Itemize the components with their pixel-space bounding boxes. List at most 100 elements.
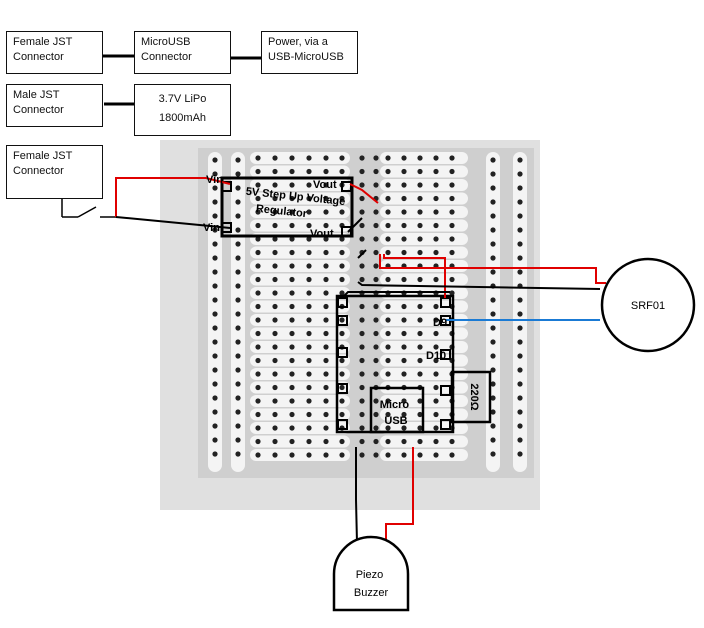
rail-hole — [212, 227, 218, 233]
strip-left — [250, 273, 350, 286]
pin-d10-label: D10 — [426, 350, 446, 362]
strip-hole — [449, 182, 455, 188]
strip-hole — [289, 371, 295, 377]
strip-hole — [433, 411, 439, 418]
female-jst-connector-box: Female JST Connector — [6, 31, 103, 74]
strip-hole — [385, 155, 391, 161]
strip-hole — [255, 195, 261, 202]
female-jst-switch-box: Female JST Connector — [6, 145, 103, 199]
center-hole — [373, 222, 379, 229]
strip-hole — [306, 384, 312, 391]
rail-hole — [235, 171, 241, 177]
rail-hole — [235, 409, 241, 415]
strip-hole — [323, 263, 329, 269]
center-hole — [359, 398, 365, 404]
strip-hole — [272, 357, 278, 364]
rail-hole — [517, 269, 523, 275]
wire-vin-positive — [115, 177, 231, 217]
strip-hole — [255, 438, 261, 445]
rail-hole — [235, 283, 241, 289]
rail-hole — [517, 367, 523, 373]
strip-hole — [385, 182, 391, 188]
rail-hole — [235, 381, 241, 387]
wire-sensor-ground — [357, 281, 601, 290]
strip-hole — [449, 438, 455, 445]
center-hole — [373, 209, 379, 215]
strip-left — [250, 408, 350, 421]
center-hole — [373, 398, 379, 404]
strip-hole — [272, 276, 278, 283]
strip-hole — [289, 425, 295, 431]
strip-hole — [433, 425, 439, 431]
strip-hole — [306, 276, 312, 283]
strip-hole — [306, 263, 312, 269]
strip-hole — [385, 236, 391, 242]
rail-hole — [235, 423, 241, 429]
strip-hole — [417, 452, 423, 458]
strip-hole — [401, 411, 407, 418]
strip-hole — [339, 276, 345, 283]
strip-hole — [306, 249, 312, 256]
strip-left — [250, 354, 350, 367]
rail-hole — [212, 367, 218, 373]
strip-hole — [339, 384, 345, 391]
strip-left — [250, 192, 350, 205]
strip-hole — [289, 344, 295, 350]
wire-buzzer-positive — [385, 447, 414, 547]
strip-hole — [433, 452, 439, 458]
strip-hole — [433, 317, 439, 323]
strip-hole — [417, 398, 423, 404]
strip-hole — [449, 222, 455, 229]
rail-hole — [212, 437, 218, 443]
rail-hole — [490, 269, 496, 275]
rail-hole — [517, 339, 523, 345]
regulator-outline — [220, 176, 354, 238]
strip-hole — [272, 384, 278, 391]
rail-hole — [490, 199, 496, 205]
strip-hole — [323, 317, 329, 323]
rail-hole — [517, 199, 523, 205]
strip-left — [250, 219, 350, 232]
strip-hole — [289, 384, 295, 391]
strip-hole — [255, 452, 261, 458]
rail-hole — [490, 213, 496, 219]
strip-right — [380, 327, 468, 340]
center-hole — [373, 357, 379, 364]
strip-hole — [417, 168, 423, 175]
rail-hole — [490, 395, 496, 401]
rail-hole — [490, 185, 496, 191]
strip-hole — [323, 330, 329, 337]
strip-hole — [433, 330, 439, 337]
strip-hole — [339, 330, 345, 337]
strip-hole — [306, 330, 312, 337]
strip-hole — [323, 411, 329, 418]
rail-hole — [212, 451, 218, 457]
resistor-outline — [450, 370, 492, 424]
rail-hole — [490, 241, 496, 247]
strip-right — [380, 260, 468, 272]
strip-hole — [417, 317, 423, 323]
strip-hole — [306, 438, 312, 445]
strip-hole — [401, 344, 407, 350]
strip-hole — [255, 155, 261, 161]
strip-hole — [385, 425, 391, 431]
strip-hole — [272, 398, 278, 404]
strip-hole — [449, 155, 455, 161]
strip-hole — [417, 276, 423, 283]
stripboard-holes — [212, 155, 523, 458]
center-hole — [373, 168, 379, 175]
strip-hole — [255, 290, 261, 296]
strip-hole — [255, 317, 261, 323]
strip-hole — [385, 276, 391, 283]
strip-hole — [433, 195, 439, 202]
srf01-label: SRF01 — [631, 300, 665, 312]
strip-hole — [385, 398, 391, 404]
strip-left — [250, 435, 350, 448]
strip-hole — [323, 438, 329, 445]
strip-hole — [401, 330, 407, 337]
strip-hole — [289, 452, 295, 458]
rail-hole — [490, 451, 496, 457]
center-hole — [359, 317, 365, 323]
strip-hole — [417, 236, 423, 242]
